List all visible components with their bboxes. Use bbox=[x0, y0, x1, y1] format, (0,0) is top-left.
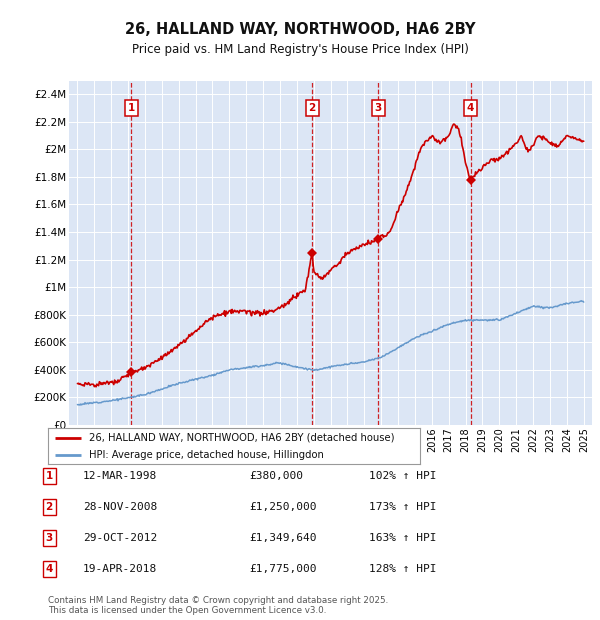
Text: 3: 3 bbox=[375, 103, 382, 113]
Text: £1,349,640: £1,349,640 bbox=[249, 533, 317, 543]
Text: 128% ↑ HPI: 128% ↑ HPI bbox=[369, 564, 437, 574]
Text: 1: 1 bbox=[46, 471, 53, 481]
Text: 12-MAR-1998: 12-MAR-1998 bbox=[83, 471, 157, 481]
Text: 2: 2 bbox=[308, 103, 316, 113]
Text: Contains HM Land Registry data © Crown copyright and database right 2025.
This d: Contains HM Land Registry data © Crown c… bbox=[48, 596, 388, 615]
Text: 29-OCT-2012: 29-OCT-2012 bbox=[83, 533, 157, 543]
Text: 4: 4 bbox=[46, 564, 53, 574]
Text: 28-NOV-2008: 28-NOV-2008 bbox=[83, 502, 157, 512]
Text: 102% ↑ HPI: 102% ↑ HPI bbox=[369, 471, 437, 481]
Text: 19-APR-2018: 19-APR-2018 bbox=[83, 564, 157, 574]
Text: 2: 2 bbox=[46, 502, 53, 512]
Text: 26, HALLAND WAY, NORTHWOOD, HA6 2BY (detached house): 26, HALLAND WAY, NORTHWOOD, HA6 2BY (det… bbox=[89, 433, 394, 443]
Text: 163% ↑ HPI: 163% ↑ HPI bbox=[369, 533, 437, 543]
Text: £380,000: £380,000 bbox=[249, 471, 303, 481]
Text: 1: 1 bbox=[128, 103, 135, 113]
Text: £1,250,000: £1,250,000 bbox=[249, 502, 317, 512]
Text: HPI: Average price, detached house, Hillingdon: HPI: Average price, detached house, Hill… bbox=[89, 450, 324, 460]
Text: £1,775,000: £1,775,000 bbox=[249, 564, 317, 574]
Text: 4: 4 bbox=[467, 103, 475, 113]
Text: Price paid vs. HM Land Registry's House Price Index (HPI): Price paid vs. HM Land Registry's House … bbox=[131, 43, 469, 56]
Text: 3: 3 bbox=[46, 533, 53, 543]
Text: 26, HALLAND WAY, NORTHWOOD, HA6 2BY: 26, HALLAND WAY, NORTHWOOD, HA6 2BY bbox=[125, 22, 475, 37]
Text: 173% ↑ HPI: 173% ↑ HPI bbox=[369, 502, 437, 512]
